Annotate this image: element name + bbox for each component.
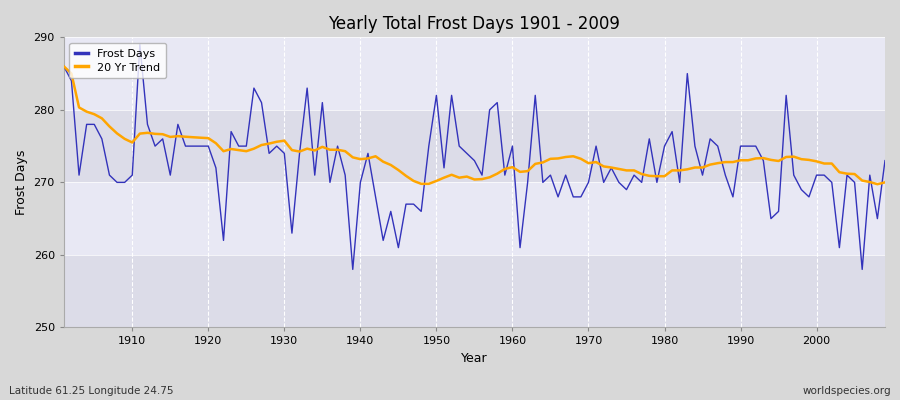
20 Yr Trend xyxy=(500,166,510,171)
Y-axis label: Frost Days: Frost Days xyxy=(15,150,28,215)
20 Yr Trend xyxy=(879,180,890,185)
20 Yr Trend xyxy=(598,164,609,169)
Frost Days xyxy=(58,64,69,69)
Text: Latitude 61.25 Longitude 24.75: Latitude 61.25 Longitude 24.75 xyxy=(9,386,174,396)
Frost Days xyxy=(340,173,351,178)
Bar xyxy=(64,182,885,255)
Bar xyxy=(64,255,885,328)
Frost Days xyxy=(120,180,130,185)
20 Yr Trend xyxy=(872,182,883,186)
Frost Days xyxy=(515,245,526,250)
20 Yr Trend xyxy=(58,64,69,69)
Frost Days xyxy=(522,180,533,185)
Line: 20 Yr Trend: 20 Yr Trend xyxy=(64,66,885,184)
Frost Days xyxy=(347,267,358,272)
Line: Frost Days: Frost Days xyxy=(64,44,885,269)
Bar xyxy=(64,37,885,110)
Frost Days xyxy=(134,42,145,47)
20 Yr Trend xyxy=(286,148,297,152)
20 Yr Trend xyxy=(120,136,130,141)
Text: worldspecies.org: worldspecies.org xyxy=(803,386,891,396)
Legend: Frost Days, 20 Yr Trend: Frost Days, 20 Yr Trend xyxy=(69,43,166,78)
X-axis label: Year: Year xyxy=(461,352,488,365)
Title: Yearly Total Frost Days 1901 - 2009: Yearly Total Frost Days 1901 - 2009 xyxy=(328,15,620,33)
Frost Days xyxy=(294,151,305,156)
20 Yr Trend xyxy=(507,165,517,170)
20 Yr Trend xyxy=(332,147,343,152)
Frost Days xyxy=(879,158,890,163)
Frost Days xyxy=(614,180,625,185)
Bar xyxy=(64,110,885,182)
